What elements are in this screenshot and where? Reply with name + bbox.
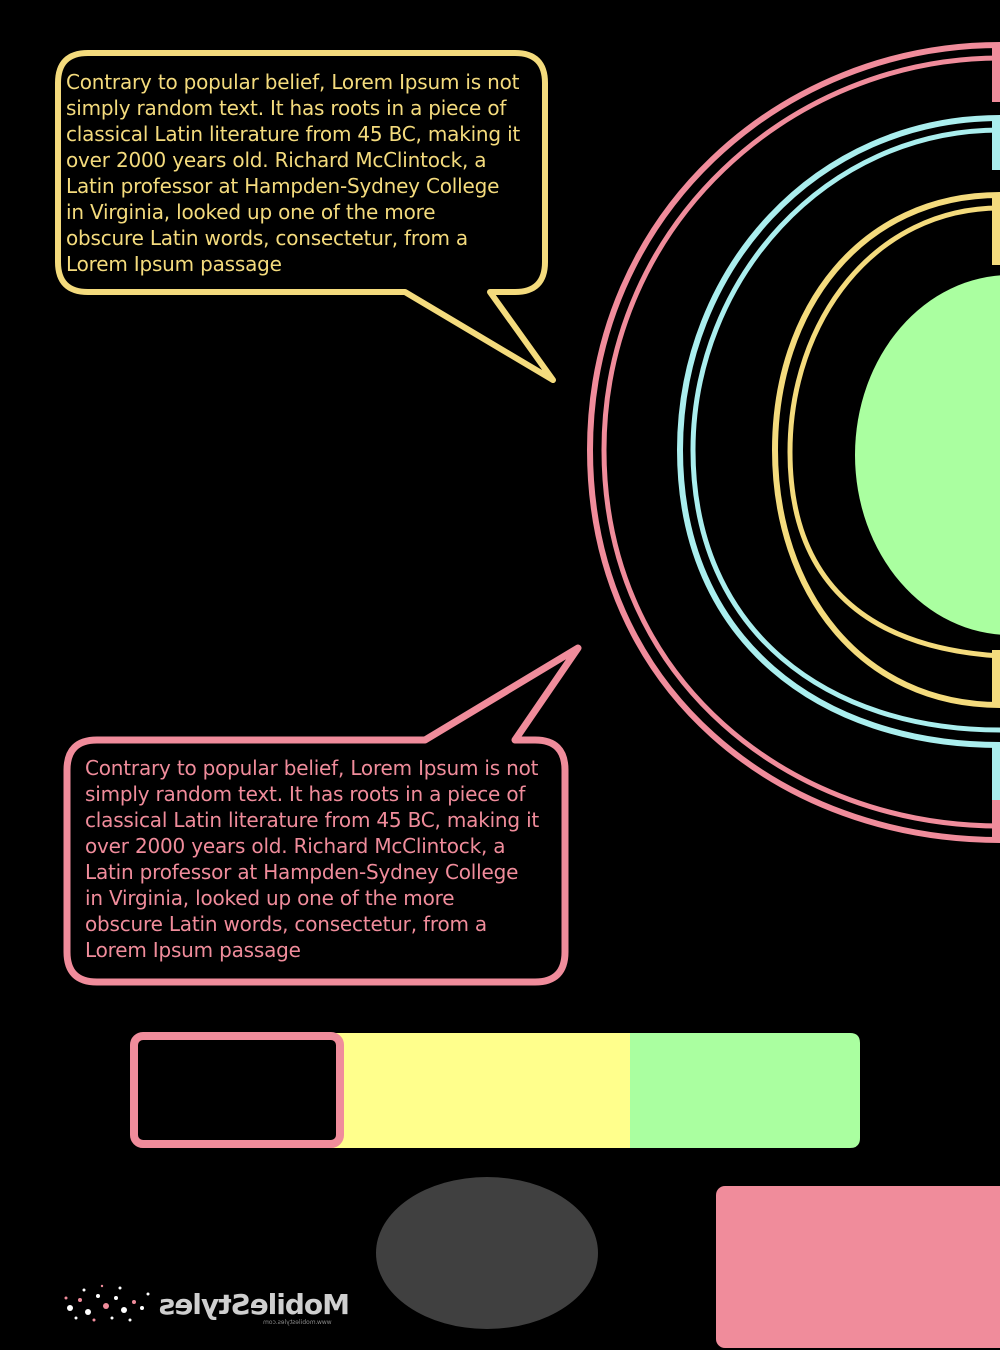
speech-bubble-yellow-text: Contrary to popular belief, Lorem Ipsum … — [66, 69, 546, 277]
green-disc — [855, 275, 1000, 635]
bubble-text-line: Contrary to popular belief, Lorem Ipsum … — [85, 756, 539, 780]
strip-pink-frame — [130, 1032, 344, 1148]
logo-splatter-icon — [64, 1284, 150, 1322]
bubble-text-line: in Virginia, looked up one of the more — [85, 886, 455, 910]
bubble-text-line: over 2000 years old. Richard McClintock,… — [66, 148, 487, 172]
bubble-text-line: classical Latin literature from 45 BC, m… — [66, 122, 521, 146]
gray-ellipse — [376, 1177, 598, 1329]
logo-wordmark: MobileStyles — [159, 1288, 350, 1321]
bubble-text-line: over 2000 years old. Richard McClintock,… — [85, 834, 506, 858]
bubble-text-line: simply random text. It has roots in a pi… — [66, 96, 507, 120]
bubble-text-line: obscure Latin words, consectetur, from a — [66, 226, 468, 250]
bubble-text-line: in Virginia, looked up one of the more — [66, 200, 436, 224]
speech-bubble-yellow-outline — [55, 50, 556, 383]
logo-tagline: www.mobilestyles.com — [263, 1319, 332, 1326]
ring-yellow-outer — [771, 192, 1000, 708]
ring-pink-inner — [601, 55, 1000, 829]
color-strip — [130, 1032, 860, 1148]
bubble-text-line: Lorem Ipsum passage — [85, 938, 301, 962]
bubble-text-line: Latin professor at Hampden-Sydney Colleg… — [85, 860, 519, 884]
bubble-text-line: Contrary to popular belief, Lorem Ipsum … — [66, 70, 520, 94]
strip-yellow — [330, 1033, 635, 1148]
bubble-text-line: Lorem Ipsum passage — [66, 252, 282, 276]
brand-logo: MobileStyles www.mobilestyles.com — [58, 1278, 358, 1330]
speech-bubble-pink-outline — [63, 644, 582, 986]
speech-bubble-pink-text: Contrary to popular belief, Lorem Ipsum … — [85, 755, 565, 963]
bubble-text-line: obscure Latin words, consectetur, from a — [85, 912, 487, 936]
ring-pink-outer — [586, 42, 1000, 843]
strip-green — [630, 1033, 860, 1148]
ring-cyan-inner — [690, 127, 1000, 733]
bubble-text-line: classical Latin literature from 45 BC, m… — [85, 808, 540, 832]
bubble-text-line: Latin professor at Hampden-Sydney Colleg… — [66, 174, 500, 198]
ring-yellow-inner — [787, 205, 1000, 659]
pink-block — [716, 1186, 1000, 1348]
ring-cyan-outer — [676, 115, 1000, 748]
bubble-text-line: simply random text. It has roots in a pi… — [85, 782, 526, 806]
concentric-rings — [586, 42, 1000, 843]
